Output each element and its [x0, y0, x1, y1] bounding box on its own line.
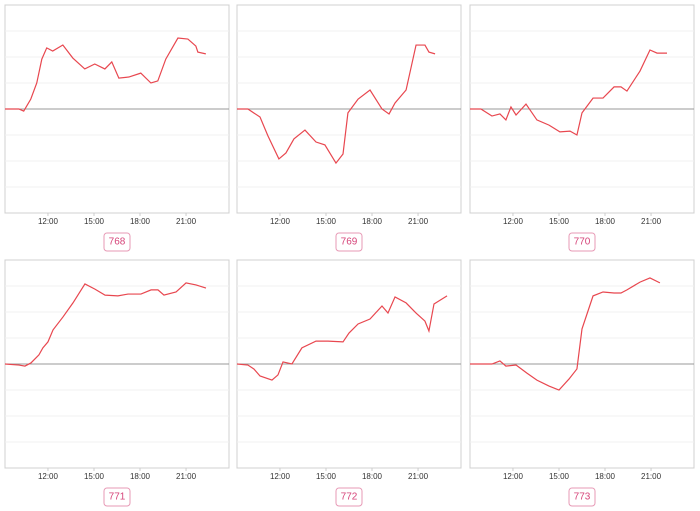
panel-title[interactable]: 772: [341, 492, 358, 503]
x-tick-label: 21:00: [176, 472, 197, 481]
x-tick-label: 12:00: [503, 472, 524, 481]
x-tick-label: 12:00: [270, 217, 291, 226]
panel-title[interactable]: 771: [109, 492, 126, 503]
panel-badge[interactable]: [335, 232, 363, 252]
x-tick-label: 15:00: [549, 217, 570, 226]
x-tick-label: 15:00: [316, 472, 337, 481]
x-tick-label: 15:00: [84, 472, 105, 481]
x-tick-label: 18:00: [362, 217, 383, 226]
x-tick-label: 21:00: [641, 217, 662, 226]
x-tick-label: 21:00: [408, 217, 429, 226]
x-tick-label: 21:00: [176, 217, 197, 226]
x-tick-label: 15:00: [549, 472, 570, 481]
x-tick-label: 12:00: [38, 472, 59, 481]
x-tick-label: 15:00: [316, 217, 337, 226]
panel-title[interactable]: 768: [109, 237, 126, 248]
line-series: [5, 37, 206, 112]
x-tick-label: 12:00: [38, 217, 59, 226]
panel-badge[interactable]: [103, 232, 131, 252]
panel-badge[interactable]: [568, 487, 596, 507]
panel-title[interactable]: 769: [341, 237, 358, 248]
x-tick-label: 18:00: [595, 217, 616, 226]
x-tick-label: 15:00: [84, 217, 105, 226]
x-tick-label: 18:00: [130, 472, 151, 481]
panel-badge[interactable]: [568, 232, 596, 252]
line-series: [237, 44, 436, 165]
panel-title[interactable]: 770: [574, 237, 591, 248]
x-tick-label: 18:00: [595, 472, 616, 481]
x-tick-label: 18:00: [130, 217, 151, 226]
panel-badge[interactable]: [335, 487, 363, 507]
x-tick-label: 21:00: [641, 472, 662, 481]
x-tick-label: 12:00: [270, 472, 291, 481]
x-tick-label: 21:00: [408, 472, 429, 481]
x-tick-label: 12:00: [503, 217, 524, 226]
panel-title[interactable]: 773: [574, 492, 591, 503]
line-series: [236, 295, 448, 381]
line-series: [470, 277, 661, 391]
panel-badge[interactable]: [103, 487, 131, 507]
line-series: [4, 282, 207, 367]
x-tick-label: 18:00: [362, 472, 383, 481]
line-series: [470, 49, 667, 136]
